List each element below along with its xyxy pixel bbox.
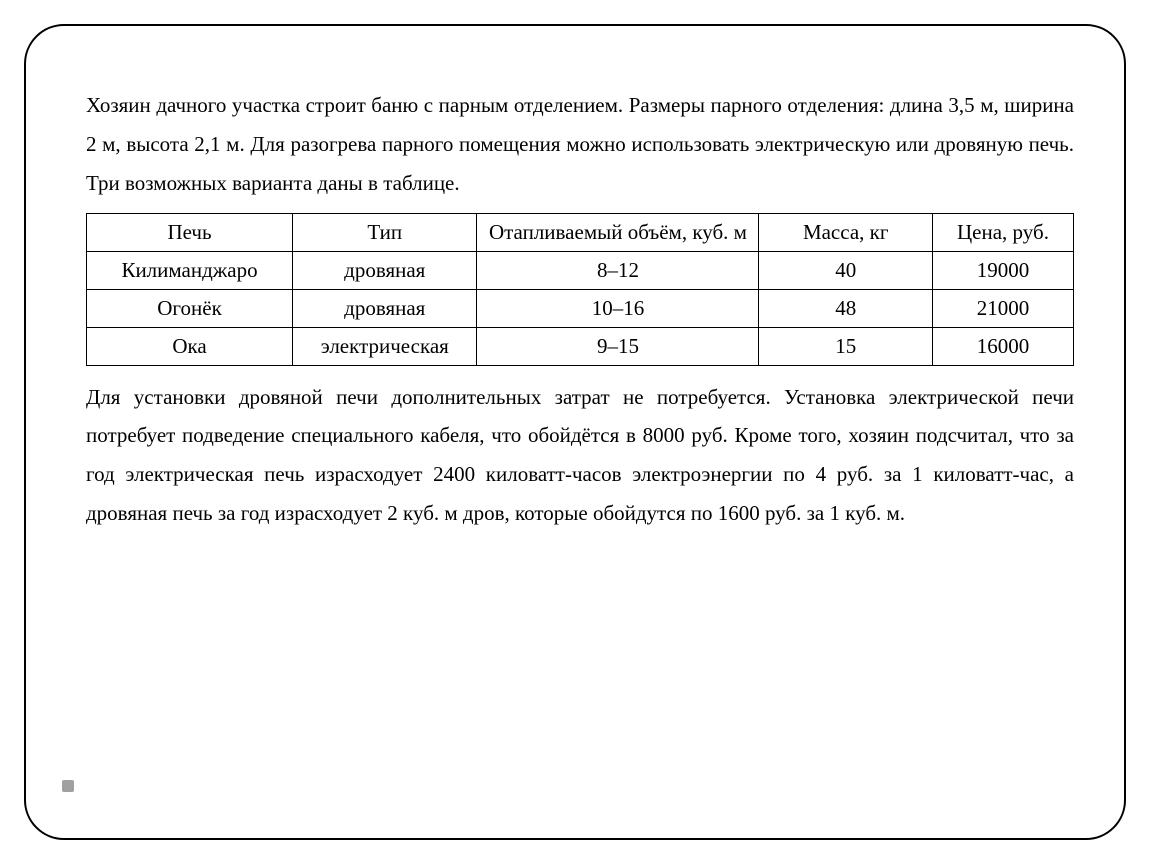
table-row: Ока электрическая 9–15 15 16000 — [87, 327, 1074, 365]
stove-table: Печь Тип Отапливаемый объём, куб. м Масс… — [86, 213, 1074, 366]
cell-price: 21000 — [932, 289, 1073, 327]
cell-type: дровяная — [293, 251, 477, 289]
followup-paragraph: Для установки дровяной печи дополнительн… — [86, 378, 1074, 533]
cell-volume: 8–12 — [477, 251, 759, 289]
cell-type: электрическая — [293, 327, 477, 365]
cell-stove: Ока — [87, 327, 293, 365]
table-row: Огонёк дровяная 10–16 48 21000 — [87, 289, 1074, 327]
intro-paragraph: Хозяин дачного участка строит баню с пар… — [86, 86, 1074, 203]
table-row: Килиманджаро дровяная 8–12 40 19000 — [87, 251, 1074, 289]
cell-stove: Огонёк — [87, 289, 293, 327]
col-header-price: Цена, руб. — [932, 213, 1073, 251]
slide-bullet-icon — [62, 780, 74, 792]
col-header-volume: Отапливаемый объём, куб. м — [477, 213, 759, 251]
cell-mass: 48 — [759, 289, 933, 327]
table-header-row: Печь Тип Отапливаемый объём, куб. м Масс… — [87, 213, 1074, 251]
cell-price: 16000 — [932, 327, 1073, 365]
cell-type: дровяная — [293, 289, 477, 327]
col-header-stove: Печь — [87, 213, 293, 251]
cell-volume: 10–16 — [477, 289, 759, 327]
cell-mass: 15 — [759, 327, 933, 365]
col-header-type: Тип — [293, 213, 477, 251]
slide-frame: Хозяин дачного участка строит баню с пар… — [24, 24, 1126, 840]
cell-mass: 40 — [759, 251, 933, 289]
cell-volume: 9–15 — [477, 327, 759, 365]
cell-price: 19000 — [932, 251, 1073, 289]
col-header-mass: Масса, кг — [759, 213, 933, 251]
cell-stove: Килиманджаро — [87, 251, 293, 289]
